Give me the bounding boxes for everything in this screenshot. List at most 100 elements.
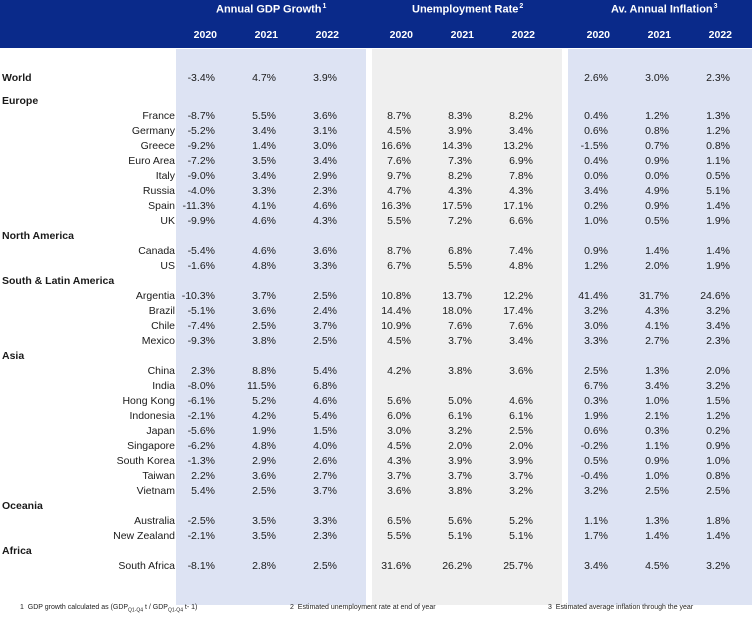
cell-unemp-2022: 3.2% (509, 485, 533, 497)
cell-unemp-2021: 5.6% (448, 515, 472, 527)
footnote-3: 3 Estimated average inflation through th… (548, 604, 693, 611)
cell-infl-2020: -1.5% (580, 140, 608, 152)
cell-unemp-2021: 3.9% (448, 455, 472, 467)
cell-gdp-2021: 3.7% (252, 290, 276, 302)
year-header-unemp-2021: 2021 (450, 29, 474, 41)
cell-gdp-2020: -8.1% (187, 560, 215, 572)
cell-unemp-2022: 6.9% (509, 155, 533, 167)
cell-gdp-2020: -4.0% (187, 185, 215, 197)
cell-infl-2021: 1.3% (645, 365, 669, 377)
cell-gdp-2022: 3.6% (313, 245, 337, 257)
footnote-2: 2 Estimated unemployment rate at end of … (290, 604, 436, 611)
cell-unemp-2021: 3.7% (448, 470, 472, 482)
cell-infl-2021: 1.0% (645, 395, 669, 407)
cell-gdp-2022: 2.6% (313, 455, 337, 467)
cell-gdp-2022: 4.0% (313, 440, 337, 452)
cell-unemp-2021: 6.1% (448, 410, 472, 422)
cell-unemp-2021: 3.8% (448, 485, 472, 497)
cell-unemp-2022: 2.0% (509, 440, 533, 452)
cell-unemp-2020: 4.5% (387, 440, 411, 452)
country-label: China (147, 365, 175, 377)
cell-gdp-2020: -7.2% (187, 155, 215, 167)
country-label: Italy (155, 170, 175, 182)
cell-unemp-2020: 6.0% (387, 410, 411, 422)
cell-gdp-2020: -6.1% (187, 395, 215, 407)
inflation-header: Av. Annual Inflation3 (611, 3, 718, 16)
unemployment-column-band (372, 49, 562, 605)
cell-gdp-2020: -8.0% (187, 380, 215, 392)
cell-infl-2021: 2.5% (645, 485, 669, 497)
cell-gdp-2020: -1.3% (187, 455, 215, 467)
cell-infl-2021: 0.3% (645, 425, 669, 437)
cell-unemp-2021: 5.1% (448, 530, 472, 542)
cell-gdp-2022: 3.3% (313, 260, 337, 272)
cell-infl-2021: 1.2% (645, 110, 669, 122)
cell-gdp-2022: 2.5% (313, 560, 337, 572)
cell-gdp-2021: 3.5% (252, 530, 276, 542)
footnote-3-number: 3 (548, 604, 552, 611)
cell-unemp-2022: 8.2% (509, 110, 533, 122)
cell-infl-2022: 1.4% (706, 530, 730, 542)
year-header-gdp-2020: 2020 (193, 29, 217, 41)
cell-unemp-2021: 18.0% (442, 305, 472, 317)
cell-infl-2022: 2.5% (706, 485, 730, 497)
cell-unemp-2022: 13.2% (503, 140, 533, 152)
cell-infl-2022: 3.4% (706, 320, 730, 332)
cell-gdp-2022: 5.4% (313, 410, 337, 422)
table-row: China 2.3% 8.8% 5.4% 4.2% 3.8% 3.6% 2.5% 1.3% 2.0… (0, 364, 752, 379)
country-label: South Africa (118, 560, 175, 572)
cell-infl-2022: 1.2% (706, 125, 730, 137)
cell-infl-2021: 3.4% (645, 380, 669, 392)
cell-infl-2022: 24.6% (700, 290, 730, 302)
country-label: France (142, 110, 175, 122)
cell-gdp-2020: -2.1% (187, 410, 215, 422)
country-label: Canada (138, 245, 175, 257)
cell-gdp-2021: 1.4% (252, 140, 276, 152)
country-label: Brazil (148, 305, 175, 317)
cell-gdp-2021: 8.8% (252, 365, 276, 377)
table-row: South Africa -8.1% 2.8% 2.5% 31.6% 26.2% 25.7%… (0, 559, 752, 574)
country-label: Mexico (141, 335, 175, 347)
cell-infl-2020: 0.2% (584, 200, 608, 212)
cell-infl-2021: 1.4% (645, 530, 669, 542)
cell-gdp-2022: 2.9% (313, 170, 337, 182)
cell-infl-2022: 0.9% (706, 440, 730, 452)
cell-infl-2022: 2.3% (706, 335, 730, 347)
cell-gdp-2022: 2.3% (313, 185, 337, 197)
table-row: Canada -5.4% 4.6% 3.6% 8.7% 6.8% 7.4% 0.9% 1.4% 1… (0, 244, 752, 259)
cell-unemp-2020: 4.5% (387, 335, 411, 347)
table-row: France -8.7% 5.5% 3.6% 8.7% 8.3% 8.2% 0.4% 1.2% 1… (0, 109, 752, 124)
region-label: Africa (2, 545, 32, 557)
cell-unemp-2021: 2.0% (448, 440, 472, 452)
cell-gdp-2022: 3.1% (313, 125, 337, 137)
cell-gdp-2021: 4.8% (252, 260, 276, 272)
cell-gdp-2020: -3.4% (187, 72, 215, 84)
cell-unemp-2020: 3.0% (387, 425, 411, 437)
year-header-gdp-2021: 2021 (254, 29, 278, 41)
country-label: South Korea (116, 455, 175, 467)
cell-gdp-2020: 2.3% (191, 365, 215, 377)
cell-gdp-2022: 2.5% (313, 335, 337, 347)
cell-gdp-2022: 4.6% (313, 200, 337, 212)
cell-gdp-2021: 11.5% (247, 380, 276, 392)
cell-gdp-2020: -5.1% (187, 305, 215, 317)
cell-unemp-2022: 3.6% (509, 365, 533, 377)
cell-unemp-2021: 3.8% (448, 365, 472, 377)
cell-unemp-2020: 16.6% (381, 140, 411, 152)
cell-infl-2022: 0.8% (706, 140, 730, 152)
cell-infl-2020: 0.5% (584, 455, 608, 467)
cell-infl-2020: 1.9% (584, 410, 608, 422)
table-row: Chile -7.4% 2.5% 3.7% 10.9% 7.6% 7.6% 3.0% 4.1% 3… (0, 319, 752, 334)
table-header: Annual GDP Growth1 Unemployment Rate2 Av… (0, 0, 752, 48)
table-row: Greece -9.2% 1.4% 3.0% 16.6% 14.3% 13.2% -1.5% 0… (0, 139, 752, 154)
country-label: New Zealand (113, 530, 175, 542)
footnote-1-subscript-2: Q1-Q4 (167, 607, 183, 614)
country-label: Taiwan (142, 470, 175, 482)
country-label: Hong Kong (122, 395, 175, 407)
cell-gdp-2021: 5.5% (252, 110, 276, 122)
cell-infl-2021: 0.8% (645, 125, 669, 137)
cell-unemp-2020: 16.3% (381, 200, 411, 212)
cell-unemp-2020: 4.7% (387, 185, 411, 197)
cell-unemp-2020: 14.4% (381, 305, 411, 317)
